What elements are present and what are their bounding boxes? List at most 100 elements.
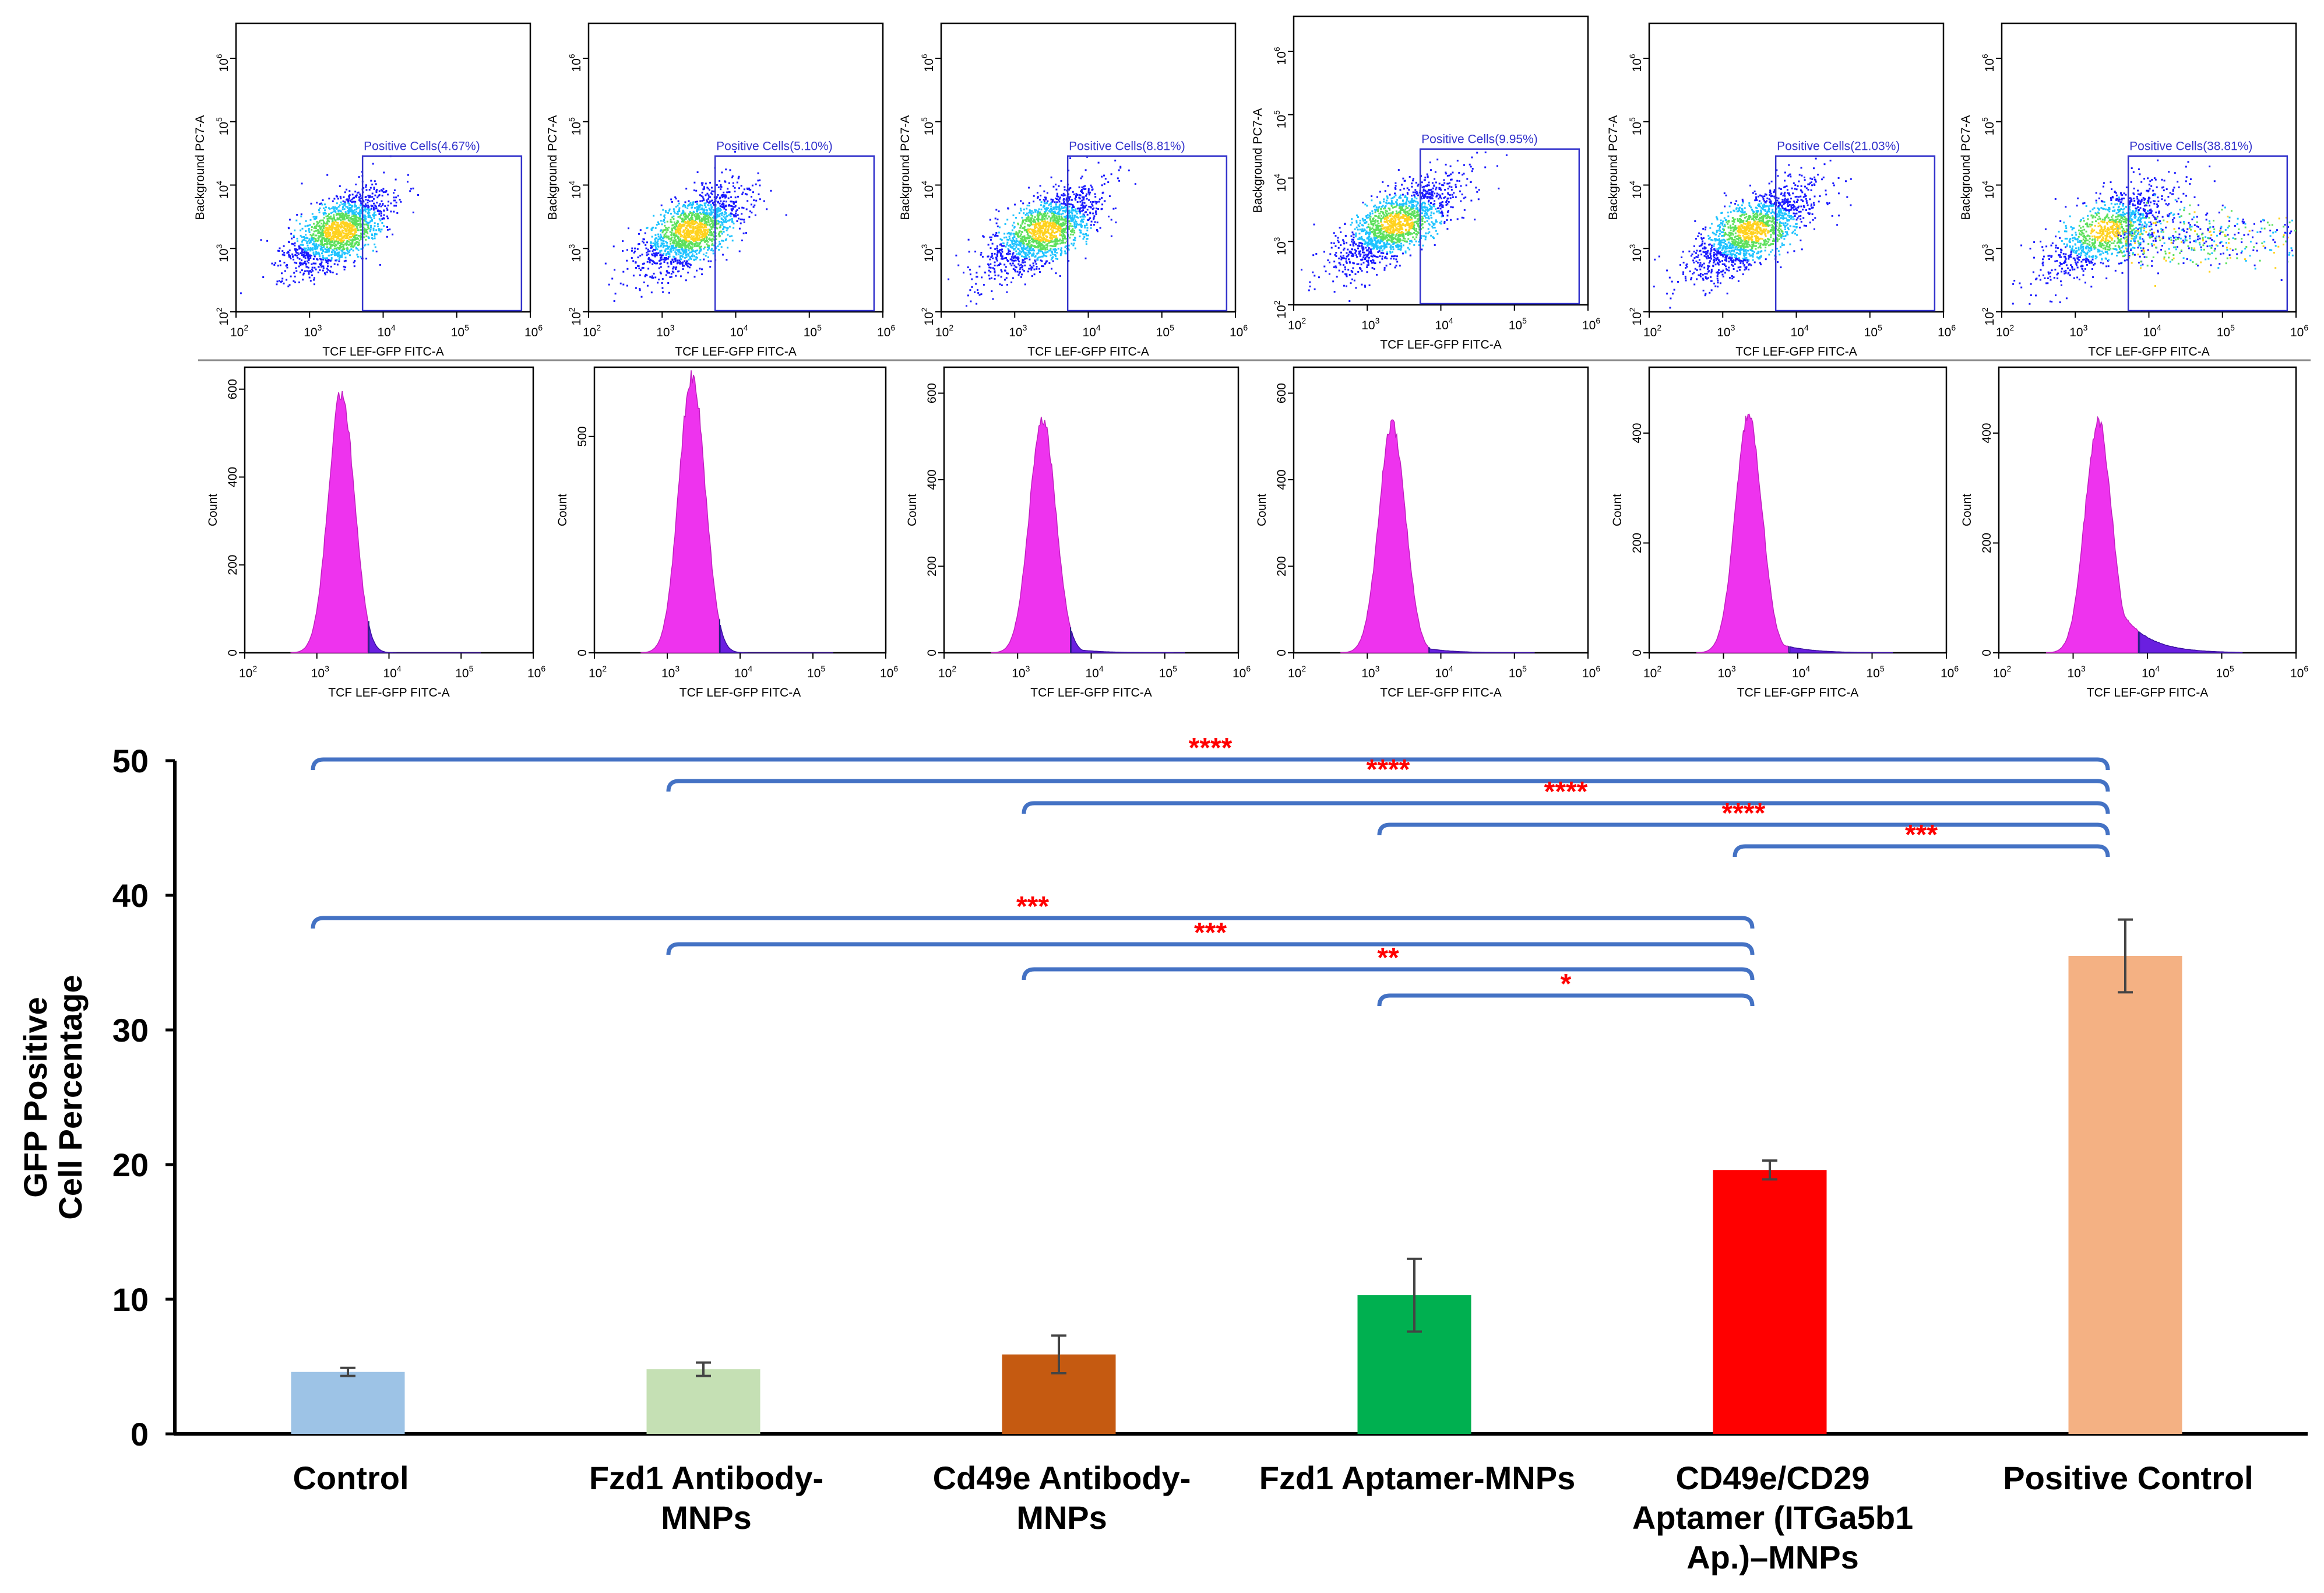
scatter-point [340, 238, 343, 241]
scatter-point [1005, 236, 1008, 238]
scatter-point [308, 240, 310, 242]
scatter-point [371, 234, 374, 236]
scatter-point [389, 228, 391, 231]
scatter-point [322, 255, 324, 257]
scatter-point [1020, 209, 1022, 212]
scatter-point [1110, 235, 1112, 237]
scatter-point [682, 239, 684, 241]
scatter-point [733, 201, 735, 203]
scatter-point [364, 228, 366, 230]
scatter-point [684, 227, 686, 229]
scatter-point [300, 252, 302, 254]
scatter-point [326, 221, 328, 223]
scatter-point [331, 251, 333, 254]
scatter-point [1048, 227, 1050, 228]
scatter-point [727, 220, 728, 222]
scatter-point [1094, 221, 1096, 223]
scatter-point [1011, 256, 1013, 258]
scatter-point [324, 212, 326, 214]
scatter-point [1017, 222, 1019, 224]
scatter-point [696, 232, 698, 234]
scatter-point [1036, 226, 1038, 228]
scatter-point [378, 218, 381, 220]
scatter-point [1069, 196, 1072, 198]
scatter-point [355, 238, 358, 240]
scatter-point [674, 212, 676, 214]
scatter-point [728, 226, 731, 228]
scatter-point [393, 189, 396, 191]
scatter-point [273, 263, 276, 266]
scatter-point [1019, 266, 1022, 269]
scatter-point [1010, 232, 1012, 234]
scatter-point [343, 232, 346, 234]
scatter-point [683, 240, 685, 242]
scatter-point [342, 230, 344, 231]
scatter-point [967, 266, 969, 269]
scatter-point [1005, 266, 1007, 268]
scatter-point [691, 247, 693, 249]
scatter-point [684, 220, 686, 223]
scatter-point [1065, 207, 1068, 209]
scatter-point [1043, 190, 1045, 192]
scatter-point [308, 259, 310, 261]
scatter-point [375, 183, 377, 185]
scatter-point [365, 208, 368, 210]
scatter-point [1077, 210, 1079, 213]
scatter-point [707, 205, 710, 206]
scatter-point [340, 213, 342, 215]
scatter-point [703, 234, 705, 237]
scatter-point [309, 257, 312, 259]
scatter-point [705, 202, 707, 205]
scatter-point [754, 214, 756, 216]
scatter-point [1050, 258, 1052, 261]
scatter-point [381, 189, 383, 191]
scatter-point [293, 258, 295, 261]
scatter-point [700, 233, 702, 235]
scatter-point [687, 205, 689, 207]
scatter-point [341, 238, 343, 240]
scatter-point [695, 250, 697, 252]
scatter-point [684, 224, 686, 227]
scatter-point [1019, 242, 1020, 245]
scatter-point [1103, 174, 1105, 177]
scatter-point [1000, 269, 1002, 271]
scatter-point [673, 221, 675, 223]
scatter-point [698, 246, 700, 248]
scatter-point [719, 226, 721, 228]
scatter-x-tick-label: 106 [1582, 316, 1600, 332]
scatter-point [1037, 197, 1038, 199]
scatter-point [703, 218, 705, 220]
scatter-point [1037, 237, 1040, 240]
scatter-point [354, 215, 357, 217]
scatter-point [691, 217, 693, 219]
scatter-point [1026, 217, 1028, 219]
scatter-point [1016, 253, 1018, 255]
scatter-point [1081, 186, 1083, 188]
scatter-point [1051, 227, 1053, 229]
scatter-point [988, 264, 990, 266]
scatter-point [369, 220, 372, 223]
scatter-point [334, 252, 336, 255]
scatter-point [1029, 220, 1031, 223]
scatter-point [1009, 246, 1012, 248]
scatter-point [304, 270, 306, 272]
histogram-x-tick-label: 103 [661, 664, 679, 680]
scatter-point [1006, 238, 1009, 241]
scatter-point [1068, 216, 1070, 218]
scatter-point [705, 206, 707, 209]
scatter-point [688, 249, 690, 252]
scatter-point [303, 236, 305, 238]
scatter-point [1119, 167, 1122, 169]
scatter-point [351, 218, 354, 220]
scatter-point [367, 195, 369, 197]
histogram-y-tick-label: 400 [925, 470, 939, 490]
scatter-point [698, 206, 700, 209]
scatter-point [1070, 211, 1072, 213]
scatter-point [330, 257, 333, 259]
scatter-point [727, 234, 729, 236]
scatter-point [608, 283, 610, 286]
scatter-point [1017, 258, 1019, 260]
scatter-point [678, 227, 679, 230]
scatter-point [352, 211, 354, 213]
